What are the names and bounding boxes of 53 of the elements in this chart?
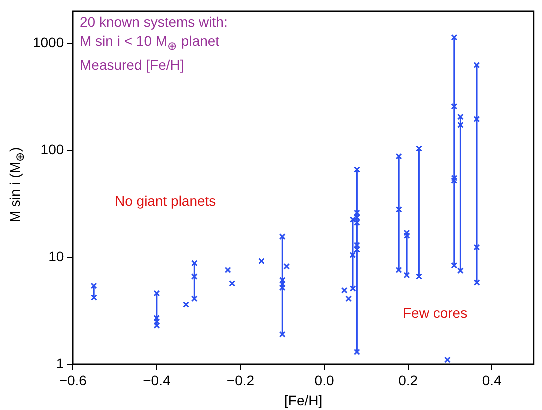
point [451,34,458,41]
y-tick-label: 100 [40,141,64,158]
point [90,294,98,301]
x-tick-label: 0.4 [482,372,502,389]
point [451,262,458,269]
point [416,274,422,280]
point [90,282,98,290]
point [474,244,480,251]
point [224,266,232,274]
point [183,302,190,308]
point [191,274,198,280]
y-tick-label: 1000 [32,34,64,50]
x-tick-label: −0.2 [226,372,255,389]
point [279,234,286,240]
point [350,252,356,258]
point [396,153,402,160]
point [191,296,198,302]
point [350,286,356,292]
point [396,206,402,213]
y-tick-label: 10 [48,248,64,264]
point [154,290,160,297]
point [346,296,352,302]
annotation: Few cores [403,304,468,323]
point [284,263,290,270]
point [474,116,480,122]
point [451,178,458,184]
point [457,268,464,274]
point [474,62,480,68]
point [341,287,348,294]
point [451,175,458,182]
point [354,348,360,356]
x-tick-label: 0.2 [398,372,418,389]
point [404,230,410,236]
y-tick-label: 1 [56,355,64,372]
x-tick-label: 0.0 [314,372,334,389]
point [451,103,458,110]
point [279,281,286,288]
point [444,356,451,364]
annotation: 20 known systems with: M sin i < 10 M$_{⊕}$ planet Measured [Fe/H] [80,13,228,75]
x-tick-label: −0.4 [143,372,171,389]
point [191,260,198,267]
point [396,266,402,274]
point [404,272,410,279]
point [474,280,480,286]
point [416,145,422,152]
point [279,331,286,338]
x-axis-title: [Fe/H] [284,392,323,408]
point [229,280,236,287]
point [354,166,360,174]
annotation: No giant planets [115,192,216,211]
x-tick-label: −0.6 [59,372,88,389]
point [258,258,265,265]
point [350,216,356,224]
